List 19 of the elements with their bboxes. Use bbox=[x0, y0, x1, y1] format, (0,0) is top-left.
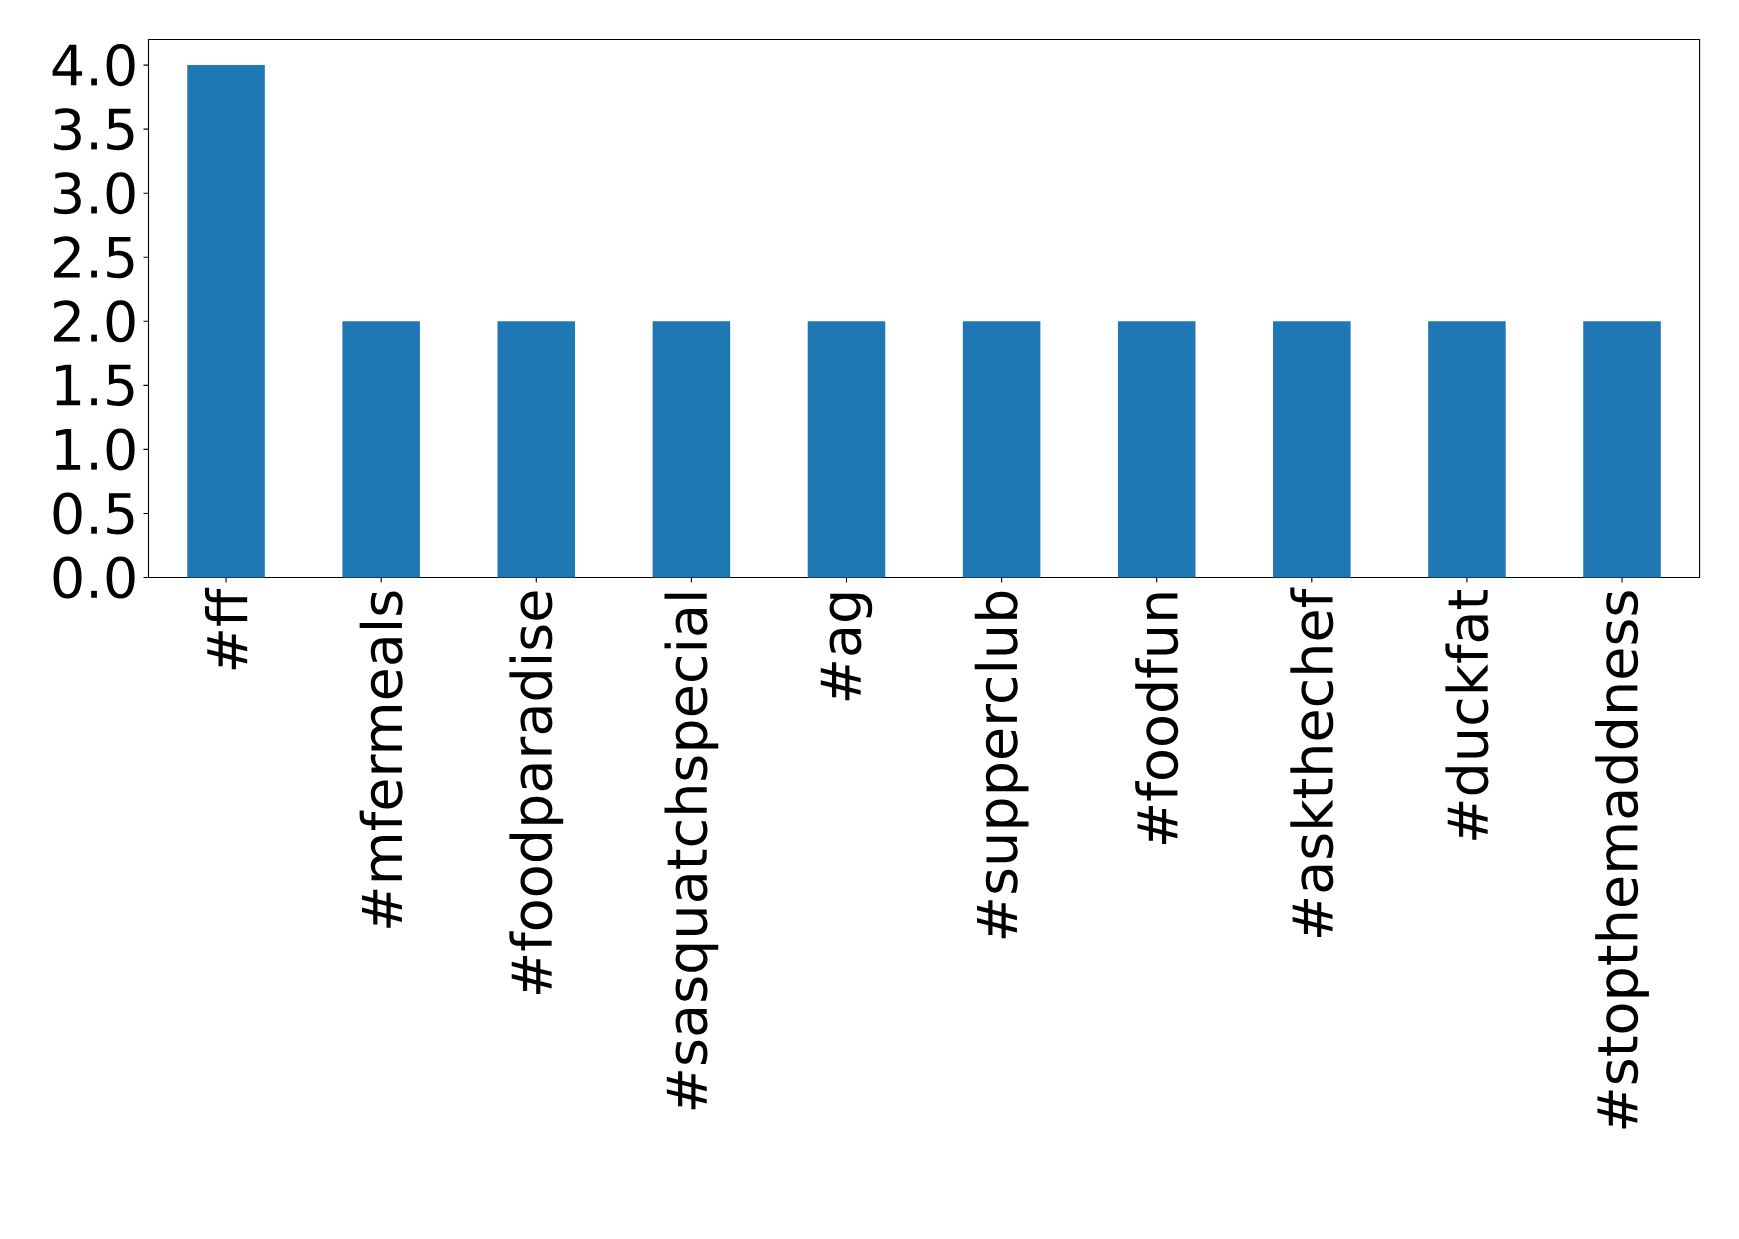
x-tick-label: #ag bbox=[820, 593, 873, 701]
y-tick-label: 1.0 bbox=[55, 428, 135, 471]
x-tick-label: #sasquatchspecial bbox=[664, 593, 719, 1110]
x-tick-label: #mfermeals bbox=[359, 591, 403, 928]
y-tick-label: 1.5 bbox=[55, 364, 134, 407]
x-tick-label: #ff bbox=[204, 587, 248, 670]
y-tick-label: 4.0 bbox=[52, 44, 135, 87]
y-tick-label: 2.5 bbox=[53, 236, 134, 279]
x-tick-label: #duckfat bbox=[1445, 589, 1489, 840]
y-tick-label: 3.0 bbox=[54, 172, 135, 215]
x-tick-label: #foodfun bbox=[1135, 593, 1179, 844]
x-tick-label: #askthechef bbox=[1290, 587, 1334, 938]
y-tick-label: 2.0 bbox=[53, 300, 135, 343]
y-tick-label: 3.5 bbox=[54, 108, 134, 151]
y-tick-label: 0.0 bbox=[53, 556, 135, 599]
y-tick-label: 0.5 bbox=[53, 492, 134, 535]
x-tick-label: #foodparadise bbox=[509, 591, 564, 995]
x-tick-label: #stopthemaddness bbox=[1595, 591, 1649, 1129]
x-tick-label: #supperclub bbox=[974, 591, 1029, 939]
